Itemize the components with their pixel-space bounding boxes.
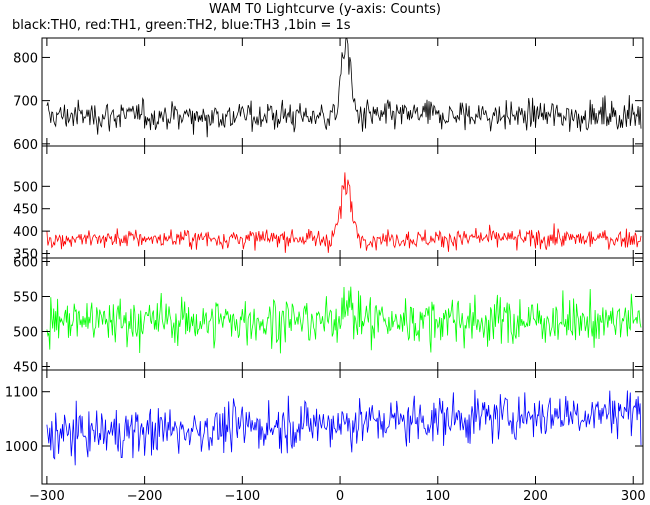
y-tick-label: 500	[13, 326, 38, 341]
x-tick-label: 100	[425, 489, 450, 504]
y-tick-label: 350	[13, 248, 38, 263]
y-tick-label: 800	[13, 51, 38, 66]
y-tick-label: 500	[13, 180, 38, 195]
series-line-th2	[46, 286, 642, 354]
y-tick-label: 400	[13, 225, 38, 240]
x-tick-label: 300	[621, 489, 646, 504]
x-tick-label: 0	[336, 489, 344, 504]
chart-subtitle: black:TH0, red:TH1, green:TH2, blue:TH3 …	[12, 18, 351, 33]
y-tick-label: 700	[13, 95, 38, 110]
chart-title: WAM T0 Lightcurve (y-axis: Counts)	[209, 2, 441, 17]
series-line-th3	[46, 389, 642, 466]
y-tick-label: 450	[13, 203, 38, 218]
series-line-th0	[46, 38, 642, 138]
y-tick-label: 550	[13, 291, 38, 306]
x-tick-label: −200	[127, 489, 163, 504]
series-line-th1	[46, 172, 642, 253]
x-tick-label: 200	[523, 489, 548, 504]
y-tick-label: 1100	[5, 386, 38, 401]
y-tick-label: 600	[13, 138, 38, 153]
y-tick-label: 450	[13, 361, 38, 376]
x-tick-label: −300	[29, 489, 65, 504]
x-tick-label: −100	[224, 489, 260, 504]
y-tick-label: 1000	[5, 440, 38, 455]
panel-frame-th3	[41, 369, 644, 485]
y-tick-label: 600	[13, 256, 38, 271]
